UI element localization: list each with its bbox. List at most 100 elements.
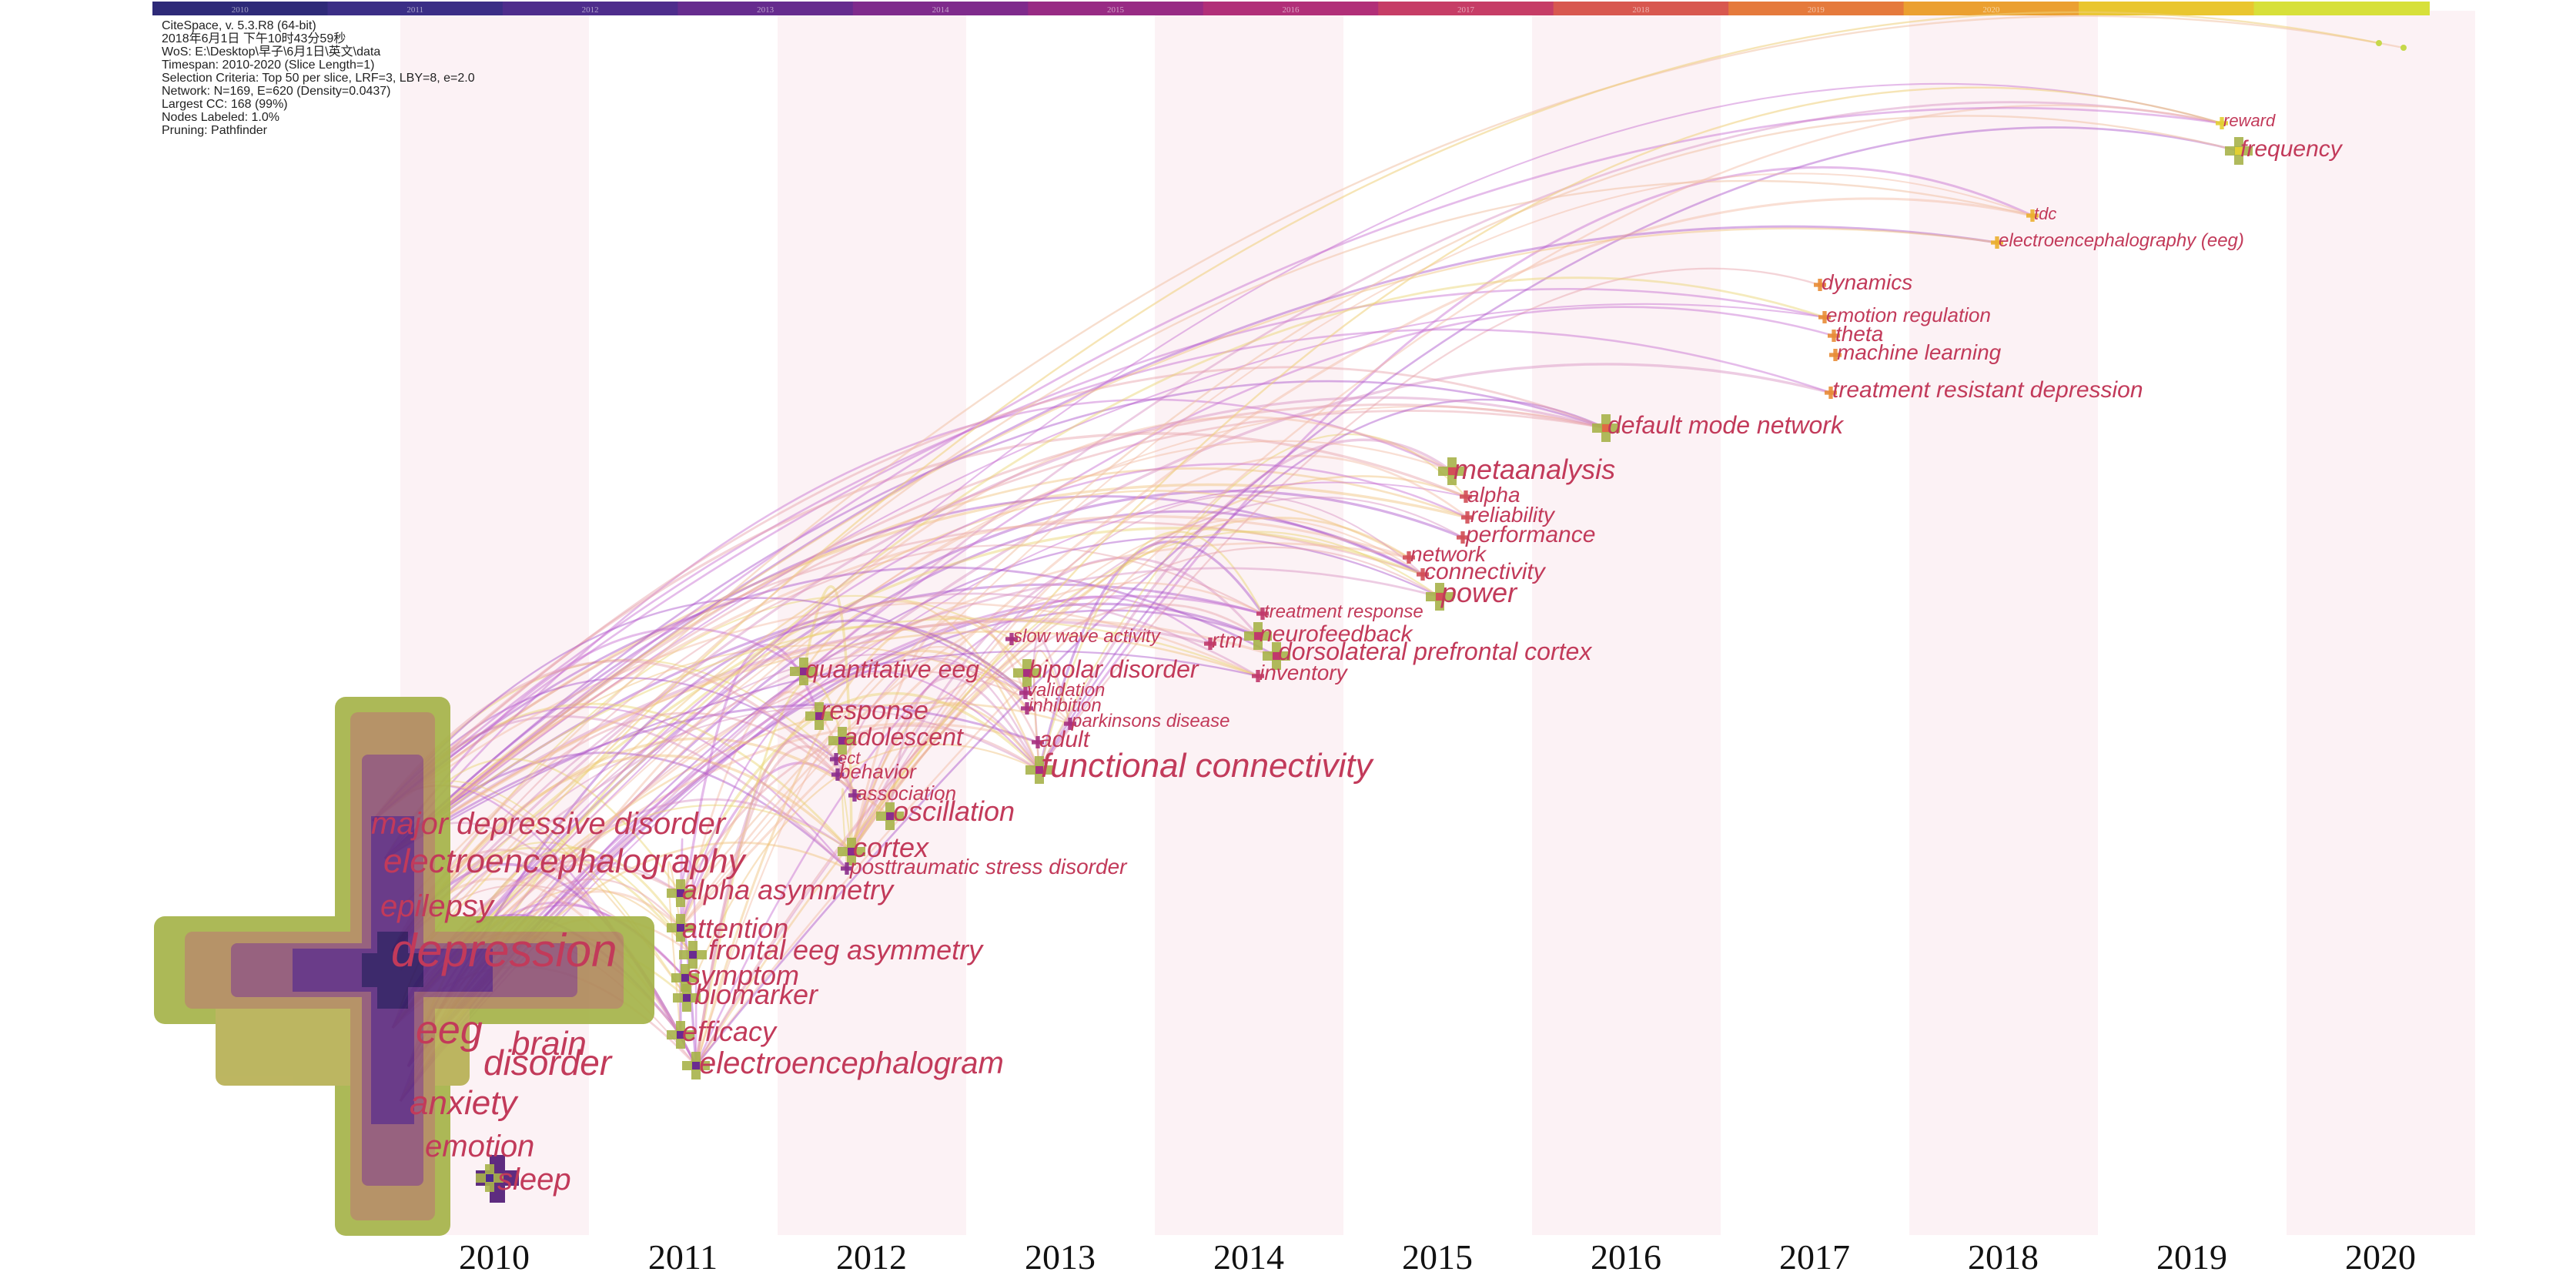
- year-band: [2287, 11, 2475, 1235]
- citation-link: [406, 619, 1027, 1067]
- citation-link: [679, 762, 856, 929]
- citation-link: [679, 691, 856, 929]
- citation-link: [372, 566, 1277, 822]
- citation-link: [695, 104, 2223, 1066]
- year-label: 2014: [1213, 1237, 1284, 1277]
- citation-link: [384, 618, 1277, 860]
- citation-link: [679, 691, 1041, 894]
- keyword-label: reliability: [1470, 503, 1556, 527]
- citation-link: [406, 510, 1423, 1067]
- year-band: [1909, 11, 2098, 1235]
- year-label: 2018: [1968, 1237, 2039, 1277]
- keyword-node: [876, 802, 904, 830]
- keyword-nodes: [476, 40, 2407, 1192]
- keyword-node: [667, 914, 694, 942]
- keyword-node: [805, 702, 833, 730]
- year-band: [1532, 11, 1721, 1235]
- citation-link: [850, 517, 1410, 852]
- keyword-label: frontal eeg asymmetry: [708, 934, 984, 966]
- citation-link: [391, 490, 1464, 1029]
- keyword-label: electroencephalogram: [699, 1046, 1004, 1080]
- keyword-label: dorsolateral prefrontal cortex: [1278, 638, 1592, 665]
- citation-link: [392, 490, 1410, 1029]
- citation-link: [695, 496, 1464, 1066]
- keyword-label: machine learning: [1837, 340, 2002, 364]
- citation-link: [391, 396, 1607, 952]
- citation-link: [1038, 398, 1607, 771]
- keyword-label: bipolar disorder: [1029, 655, 1199, 683]
- keyword-node: [828, 727, 856, 755]
- keyword-label: emotion regulation: [1826, 303, 1991, 326]
- keyword-label: quantitative eeg: [805, 655, 979, 683]
- citation-link: [391, 276, 1825, 1029]
- keyword-node: [1064, 718, 1076, 730]
- keyword-node: [2400, 45, 2407, 51]
- keyword-node: [1005, 633, 1018, 645]
- citation-link: [850, 697, 1041, 852]
- keyword-label: treatment resistant depression: [1832, 377, 2143, 403]
- timeline-tick-labels: 2010 2011 2012 2013 2014 2015 2016 2017 2018 2019…: [232, 5, 2000, 15]
- citation-link: [406, 609, 1259, 1067]
- keyword-node: [1818, 311, 1831, 323]
- citation-link: [372, 366, 1607, 822]
- citation-link: [400, 15, 2404, 909]
- keyword-label: dynamics: [1822, 270, 1912, 294]
- keyword-node: [679, 941, 707, 969]
- keyword-node: [1438, 457, 1466, 485]
- citation-link: [384, 225, 1998, 860]
- keyword-node: [841, 862, 853, 875]
- keyword-node: [1461, 511, 1474, 524]
- citation-link: [851, 494, 1423, 852]
- keyword-label: response: [821, 696, 928, 725]
- citation-link: [406, 594, 1263, 1067]
- citation-link: [695, 546, 1440, 1066]
- citation-link: [694, 679, 844, 1066]
- timeline-segment: [1553, 2, 1730, 15]
- citation-link: [383, 403, 1607, 860]
- year-band: [778, 11, 966, 1235]
- keyword-node: [1263, 642, 1290, 670]
- year-band: [1155, 11, 1343, 1235]
- keyword-label: electroencephalography (eeg): [1999, 230, 2244, 251]
- timeline-segment: [2079, 2, 2255, 15]
- timeline-segment: [1728, 2, 1905, 15]
- year-label: 2013: [1025, 1237, 1096, 1277]
- citation-link: [384, 650, 1259, 859]
- citation-link: [384, 630, 1259, 860]
- keyword-label: anxiety: [410, 1084, 519, 1122]
- keyword-label: eeg: [416, 1008, 483, 1053]
- timeline-tick-label: 2018: [1632, 5, 1650, 15]
- citation-link: [679, 649, 1029, 929]
- citation-link: [679, 724, 1040, 894]
- citation-link: [384, 644, 1026, 859]
- keyword-label: slow wave activity: [1013, 626, 1162, 647]
- timeline-tick-label: 2015: [1107, 5, 1125, 15]
- keyword-label: alpha asymmetry: [682, 874, 895, 905]
- keyword-node: [1019, 687, 1032, 699]
- citation-link: [406, 101, 2223, 1067]
- year-label: 2017: [1779, 1237, 1850, 1277]
- citation-link: [391, 592, 1259, 952]
- keyword-node: [1829, 349, 1842, 361]
- keyword-label: attention: [682, 912, 788, 944]
- citation-link: [384, 303, 1825, 859]
- citation-link: [850, 676, 1071, 852]
- citation-link: [679, 197, 2033, 929]
- keyword-label: inventory: [1260, 661, 1349, 685]
- timeline-segment: [2253, 2, 2430, 15]
- citation-link: [400, 481, 1467, 1102]
- keyword-label: posttraumatic stress disorder: [849, 855, 1128, 879]
- timeline-segment: [152, 2, 329, 15]
- citation-link: [384, 703, 1039, 860]
- keyword-label: performance: [1465, 522, 1595, 547]
- citation-link: [679, 671, 1040, 929]
- keyword-node: [667, 879, 694, 907]
- metadata-line: Largest CC: 168 (99%): [162, 98, 288, 111]
- citation-link: [1038, 433, 1467, 771]
- keyword-label: behavior: [839, 760, 917, 783]
- keyword-label: oscillation: [893, 795, 1015, 827]
- metadata-line: WoS: E:\Desktop\早子\6月1日\英文\data: [162, 45, 380, 59]
- keyword-node: [1417, 568, 1429, 581]
- timeline-tick-label: 2011: [406, 5, 423, 15]
